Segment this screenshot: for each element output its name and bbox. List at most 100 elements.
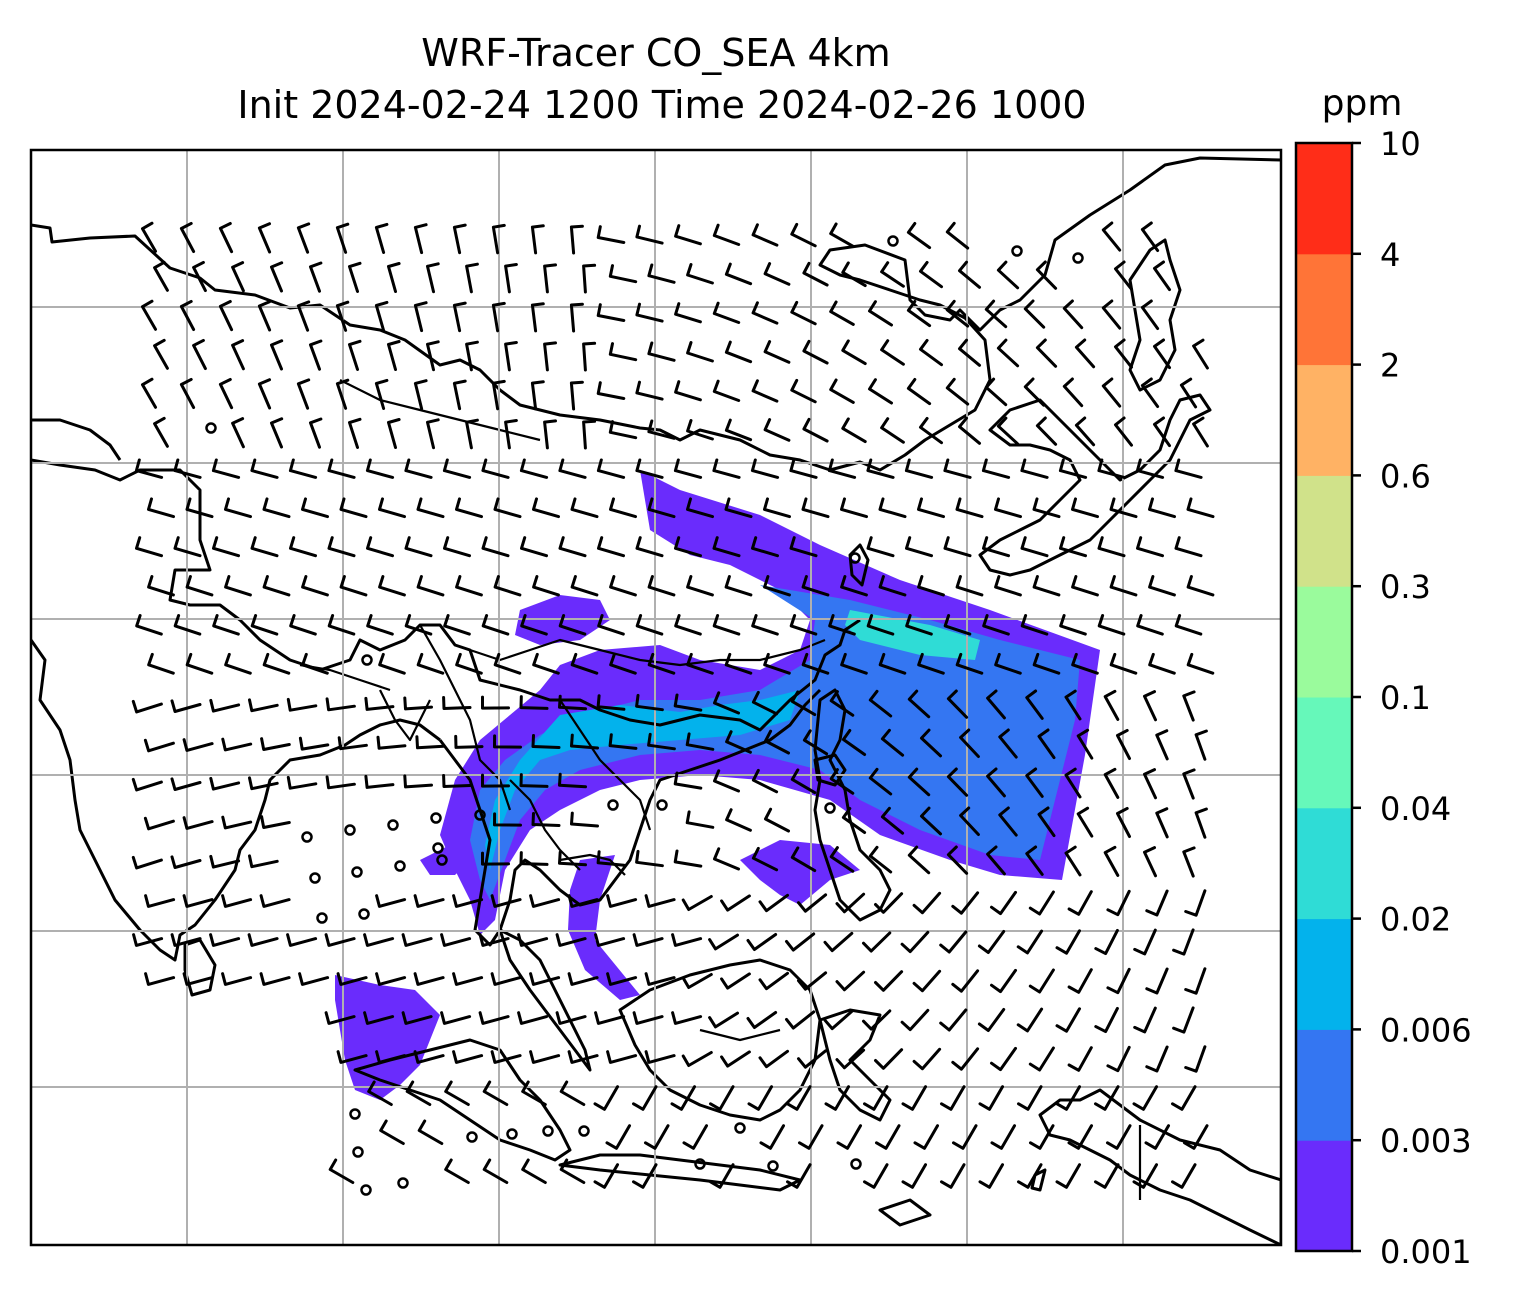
plume-bright-east (845, 610, 980, 660)
wind-barb (827, 458, 857, 479)
wind-barb (686, 497, 714, 519)
calm-wind-marker (506, 1128, 518, 1140)
wind-barb (1020, 614, 1049, 636)
wind-barb (713, 769, 740, 793)
wind-barb (185, 497, 214, 519)
wind-barb (606, 1050, 638, 1064)
wind-barb (348, 417, 362, 449)
wind-barb (179, 377, 196, 409)
wind-barb (192, 338, 207, 371)
wind-barb (635, 614, 664, 636)
calm-wind-marker (466, 1131, 478, 1143)
wind-barb (289, 614, 317, 636)
wind-barb (491, 301, 506, 333)
wind-barb (289, 536, 317, 558)
wind-barb (1155, 729, 1169, 761)
wind-barb (829, 768, 855, 795)
wind-barb (286, 697, 318, 712)
wind-barb (570, 652, 599, 675)
wind-barb (493, 575, 522, 597)
wind-barb (763, 262, 791, 286)
wind-barb (569, 380, 584, 411)
wind-barb (250, 458, 279, 479)
wind-barb (605, 1124, 631, 1150)
wind-barb (532, 497, 560, 519)
wind-barb (209, 776, 241, 791)
wind-barb (724, 652, 753, 675)
wind-barb (1062, 377, 1084, 408)
wind-barb (959, 806, 980, 836)
wind-barb (606, 972, 638, 986)
wind-barb (713, 847, 740, 871)
wind-barb (366, 614, 394, 636)
wind-barb (1035, 416, 1058, 446)
colorbar-tick-label: 0.003 (1380, 1122, 1472, 1160)
wind-barb (327, 614, 356, 636)
wind-barb (644, 1050, 676, 1064)
wind-barb (797, 1049, 828, 1069)
wind-barb (990, 1124, 1016, 1150)
wind-barb (596, 458, 626, 479)
calm-wind-marker (309, 872, 321, 884)
wind-barb (1032, 575, 1061, 597)
wind-barb (996, 260, 1020, 290)
wind-barb (517, 933, 549, 947)
wind-barb (920, 728, 942, 758)
wind-barb (880, 261, 905, 288)
wind-barb (1109, 652, 1138, 675)
wind-barb (943, 614, 972, 636)
wind-barb (364, 774, 395, 789)
colorbar-swatch (1296, 475, 1352, 587)
wind-barb (403, 774, 433, 789)
wind-barb (426, 340, 440, 372)
wind-barb (1145, 967, 1169, 995)
wind-barb (455, 497, 483, 519)
wind-barb (1058, 458, 1088, 479)
wind-barb (504, 419, 518, 450)
wind-barb (674, 536, 702, 558)
wind-barb (1035, 260, 1058, 290)
border-china-south (469, 638, 826, 667)
calm-wind-marker (850, 1158, 862, 1170)
wind-barb (1097, 536, 1126, 558)
wind-barb (301, 497, 329, 519)
wind-barb (713, 691, 740, 715)
wind-barb (224, 497, 252, 519)
wind-barb (685, 810, 715, 829)
wind-barb (426, 418, 440, 450)
wind-barb (986, 845, 1006, 876)
wind-barb (442, 458, 472, 479)
wind-barb (841, 417, 867, 444)
wind-barb (862, 1009, 892, 1031)
wind-barb (917, 652, 945, 675)
wind-barb (493, 497, 522, 519)
wind-barb (644, 1124, 670, 1150)
wind-barb (519, 695, 549, 710)
wind-barb (671, 1011, 703, 1025)
wind-barb (1064, 689, 1082, 721)
wind-barb (444, 1080, 470, 1106)
wind-barb (790, 690, 817, 717)
wind-barb (866, 614, 895, 636)
wind-barb (946, 767, 969, 797)
wind-barb (378, 497, 406, 519)
border-thailand (509, 779, 581, 871)
calm-wind-marker (344, 824, 356, 836)
wind-barb (1145, 1045, 1169, 1073)
wind-barb (632, 933, 664, 947)
wind-barb (520, 614, 548, 636)
coast-sumatra (353, 1038, 572, 1162)
wind-barb (1094, 1085, 1120, 1111)
wind-barb (147, 575, 175, 597)
wind-barb (247, 933, 279, 947)
wind-barb (746, 1011, 778, 1029)
wind-barb (1023, 377, 1046, 407)
wind-barb (945, 221, 970, 250)
wind-barb (417, 1119, 444, 1145)
wind-barb (682, 1124, 708, 1150)
calm-wind-marker (352, 1146, 364, 1158)
wind-barb (1133, 928, 1157, 956)
wind-barb (1064, 767, 1082, 799)
wind-barb (173, 536, 202, 558)
wind-barb (596, 225, 626, 244)
